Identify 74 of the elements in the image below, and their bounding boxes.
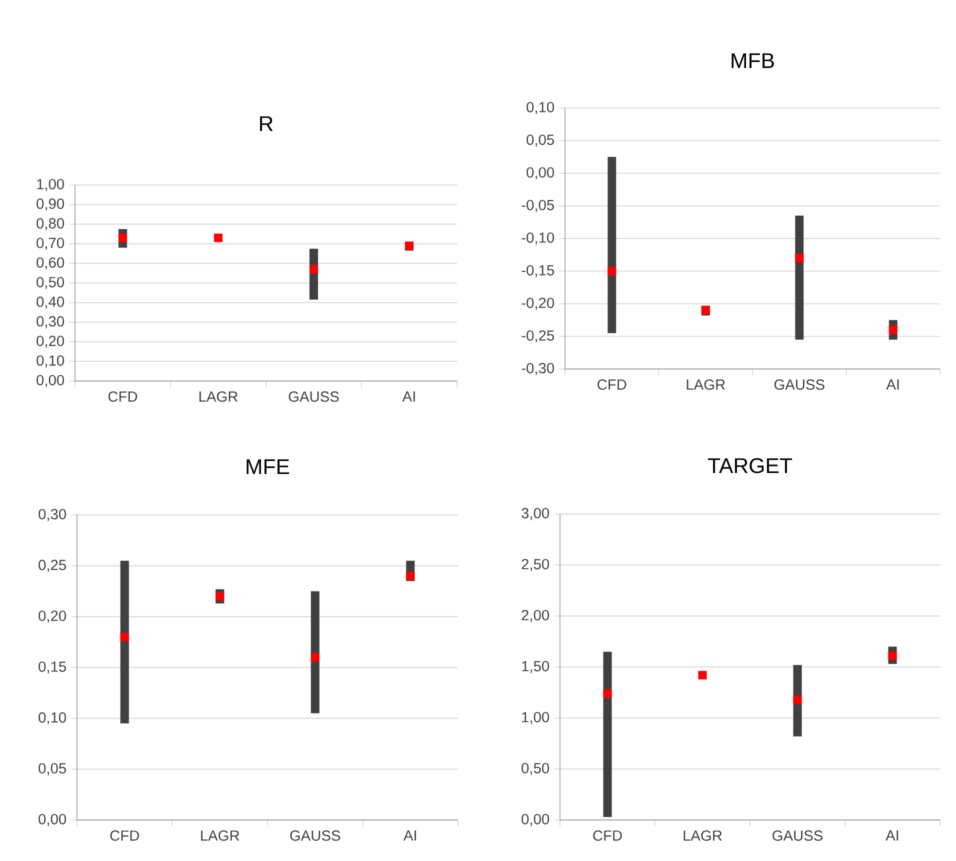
y-tick-label: 0,70 [36,238,64,250]
y-tick-label: 2,00 [522,610,550,622]
y-tick-label: -0,25 [522,330,554,342]
chart-title: R [260,116,273,131]
x-tick-label: AI [886,830,898,840]
y-tick-label: 0,00 [38,814,66,826]
y-tick-label: 0,60 [36,257,64,270]
point [698,670,707,680]
y-tick-label: 0,10 [38,712,66,724]
x-tick-label: GAUSS [290,830,340,841]
point [404,241,414,250]
y-tick-label: 0,05 [526,134,554,147]
y-tick-label: 0,05 [38,763,66,776]
y-tick-label: 0,25 [38,560,66,572]
point [309,265,318,274]
point [120,632,129,642]
bar [120,560,129,724]
chart-title: TARGET [708,458,792,474]
y-tick-label: 1,00 [522,712,550,724]
y-tick-label: 0,50 [36,276,64,290]
y-tick-label: 0,20 [36,336,64,348]
y-tick-label: 0,10 [36,355,64,368]
chart-title: MFB [732,53,774,68]
point [118,234,128,242]
y-tick-label: 1,50 [522,660,550,674]
chart-title: MFE [246,459,290,474]
y-tick-label: 0,00 [522,814,550,826]
x-tick-label: CFD [598,379,626,390]
point [608,266,616,276]
x-tick-label: LAGR [686,379,725,390]
y-tick-label: 0,00 [526,167,554,180]
x-tick-label: AI [402,391,415,402]
point [795,254,804,262]
bar [608,156,616,334]
point [214,234,223,242]
x-tick-label: CFD [108,391,138,402]
y-tick-label: -0,30 [522,362,554,376]
y-tick-label: 2,50 [522,558,550,572]
x-tick-label: CFD [593,830,622,841]
y-tick-label: -0,10 [522,232,554,245]
point [888,326,898,334]
y-tick-label: 0,30 [38,508,66,522]
y-tick-label: 0,15 [38,661,66,674]
point [603,689,612,698]
y-tick-label: 3,00 [522,508,550,520]
point [310,653,320,662]
point [216,592,224,601]
y-tick-label: 0,10 [526,102,554,114]
y-tick-label: 0,50 [522,762,550,776]
y-tick-label: 1,00 [37,178,64,192]
y-tick-label: 0,00 [36,374,64,388]
y-tick-label: -0,15 [522,265,554,278]
x-tick-label: LAGR [199,391,238,402]
x-tick-label: AI [886,379,899,390]
bar [603,652,612,817]
y-tick-label: -0,20 [522,298,554,310]
point [406,572,415,580]
point [793,695,802,704]
x-tick-label: LAGR [201,830,240,841]
y-tick-label: 0,20 [38,610,66,623]
x-tick-label: GAUSS [772,830,822,841]
x-tick-label: CFD [110,830,139,841]
y-tick-label: 0,90 [36,198,64,211]
x-tick-label: GAUSS [288,391,339,402]
x-tick-label: AI [403,830,416,840]
y-tick-label: 0,80 [36,218,64,230]
y-tick-label: 0,30 [36,316,64,328]
bar [795,216,804,340]
x-tick-label: LAGR [684,830,722,841]
bar [310,591,320,714]
y-tick-label: 0,40 [36,296,64,309]
point [888,652,897,660]
x-tick-label: GAUSS [774,379,824,390]
y-tick-label: -0,05 [522,200,554,212]
